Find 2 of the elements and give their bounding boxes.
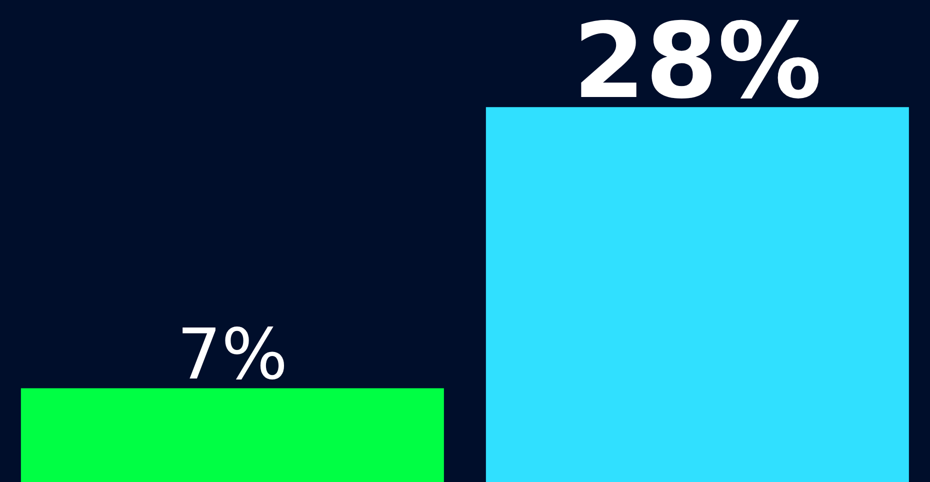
data-label: 7% xyxy=(176,313,288,396)
data-label: 28% xyxy=(572,0,822,122)
